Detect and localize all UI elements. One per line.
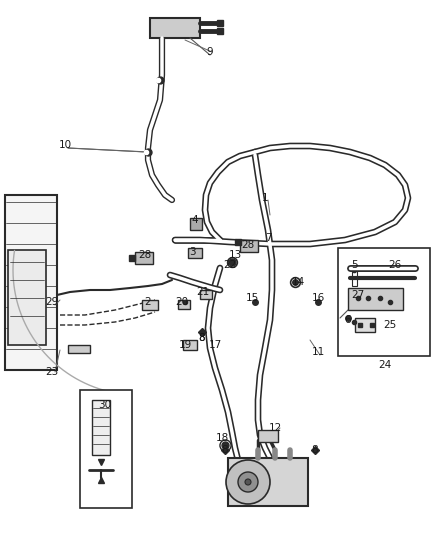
Circle shape bbox=[226, 460, 270, 504]
Text: 8: 8 bbox=[199, 333, 205, 343]
Bar bbox=[68, 345, 90, 353]
Text: 6: 6 bbox=[345, 315, 351, 325]
Text: 7: 7 bbox=[265, 233, 271, 243]
Text: 1: 1 bbox=[261, 193, 268, 203]
Text: 12: 12 bbox=[268, 423, 282, 433]
Bar bbox=[142, 300, 158, 310]
Circle shape bbox=[245, 479, 251, 485]
Bar bbox=[258, 430, 278, 442]
Text: 24: 24 bbox=[378, 360, 392, 370]
Bar bbox=[188, 248, 202, 258]
Text: 17: 17 bbox=[208, 340, 222, 350]
Text: 10: 10 bbox=[58, 140, 71, 150]
Bar bbox=[352, 270, 357, 286]
Text: 8: 8 bbox=[199, 333, 205, 343]
Circle shape bbox=[238, 472, 258, 492]
Text: 16: 16 bbox=[311, 293, 325, 303]
Text: 26: 26 bbox=[389, 260, 402, 270]
Text: 19: 19 bbox=[178, 340, 192, 350]
Text: 15: 15 bbox=[245, 293, 258, 303]
Text: 20: 20 bbox=[176, 297, 189, 307]
Text: 5: 5 bbox=[352, 260, 358, 270]
Bar bbox=[228, 458, 308, 506]
Bar bbox=[92, 400, 110, 455]
Bar bbox=[348, 288, 403, 310]
Text: 2: 2 bbox=[145, 297, 151, 307]
Text: 3: 3 bbox=[189, 247, 195, 257]
Text: 23: 23 bbox=[46, 367, 59, 377]
Text: 30: 30 bbox=[99, 400, 112, 410]
Text: 18: 18 bbox=[215, 433, 229, 443]
Bar bbox=[8, 250, 46, 345]
Bar bbox=[355, 318, 375, 332]
Text: 29: 29 bbox=[46, 297, 59, 307]
Text: 28: 28 bbox=[241, 240, 254, 250]
Bar bbox=[183, 340, 197, 350]
Text: 28: 28 bbox=[138, 250, 152, 260]
Text: 14: 14 bbox=[291, 277, 304, 287]
Text: 11: 11 bbox=[311, 347, 325, 357]
Text: 8: 8 bbox=[222, 445, 228, 455]
Text: 22: 22 bbox=[223, 260, 237, 270]
Text: 21: 21 bbox=[196, 287, 210, 297]
Text: 25: 25 bbox=[383, 320, 397, 330]
Bar bbox=[190, 218, 202, 230]
Bar bbox=[338, 248, 430, 356]
Bar bbox=[135, 252, 153, 264]
Text: 8: 8 bbox=[312, 445, 318, 455]
Text: 13: 13 bbox=[228, 250, 242, 260]
Text: 9: 9 bbox=[207, 47, 213, 57]
Bar bbox=[240, 240, 258, 252]
Bar bbox=[150, 18, 200, 38]
Bar bbox=[200, 290, 212, 299]
Bar bbox=[5, 195, 57, 370]
Bar bbox=[178, 300, 190, 309]
Bar bbox=[80, 390, 132, 508]
Text: 27: 27 bbox=[351, 290, 364, 300]
Text: 4: 4 bbox=[192, 215, 198, 225]
